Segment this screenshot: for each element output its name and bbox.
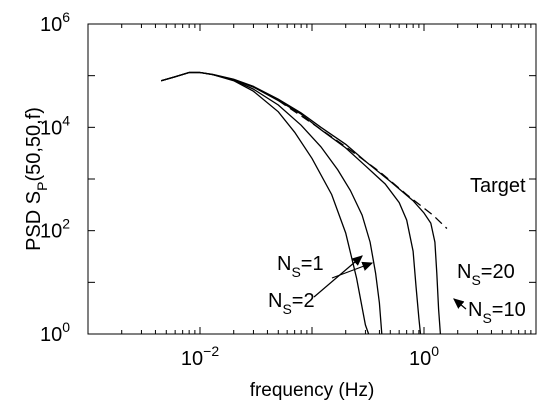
y-tick-label: 102: [40, 216, 70, 243]
annotation-target: Target: [470, 175, 526, 197]
arrow-ns2: [313, 255, 363, 298]
annotation-ns2: NS=2: [268, 290, 315, 317]
y-axis-label-sub: P: [34, 182, 50, 191]
x-axis-label: frequency (Hz): [250, 380, 375, 401]
y-tick-label: 104: [40, 112, 70, 139]
arrow-ns10: [453, 298, 467, 310]
y-axis-label-tail: (50,50,f): [23, 107, 45, 181]
svg-text:PSD SP(50,50,f): PSD SP(50,50,f): [23, 107, 50, 251]
annotation-layer: Target NS=1 NS=2 NS=10 NS=20: [268, 175, 526, 326]
annotation-ns20: NS=20: [457, 261, 515, 288]
ticks-layer: 10−2 100 100 102 104 106: [40, 9, 537, 370]
y-axis-label-main: PSD S: [23, 191, 45, 251]
y-tick-label: 100: [40, 319, 70, 346]
y-axis-label: PSD SP(50,50,f): [23, 107, 50, 251]
series-line-ns20: [161, 71, 442, 335]
series-line-target: [277, 99, 448, 229]
y-tick-label: 106: [40, 9, 70, 36]
series-line-ns1: [161, 71, 370, 335]
plot-frame: [87, 23, 537, 335]
x-tick-label: 10−2: [181, 343, 219, 370]
annotation-ns10: NS=10: [468, 299, 526, 326]
annotation-ns1: NS=1: [277, 253, 324, 280]
x-tick-label: 100: [409, 343, 439, 370]
